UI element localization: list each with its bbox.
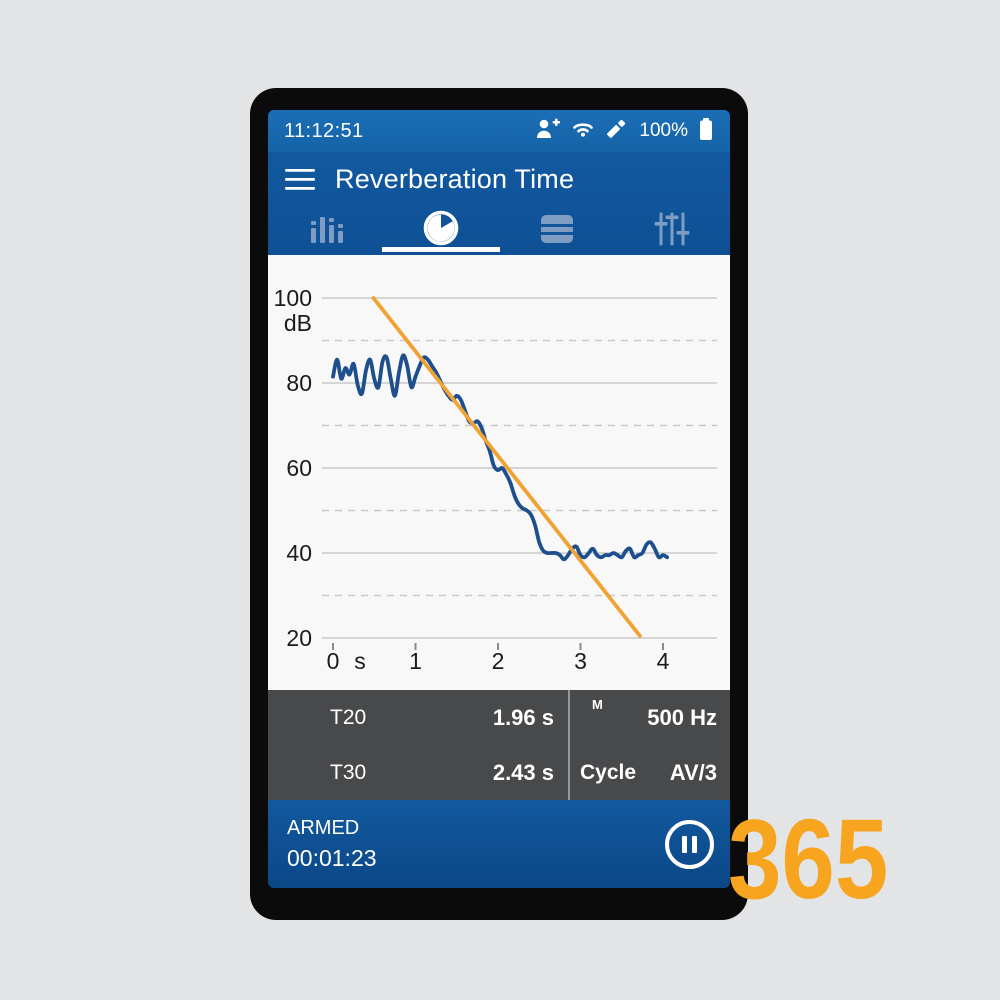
pencil-icon <box>604 116 629 146</box>
measurement-status: ARMED 00:01:23 <box>287 817 377 872</box>
svg-text:dB: dB <box>284 310 312 336</box>
panel-divider <box>568 690 570 800</box>
tab-levels[interactable] <box>268 207 384 255</box>
reverberation-times: T20 1.96 s T30 2.43 s <box>268 690 568 800</box>
pause-button[interactable] <box>665 819 714 869</box>
tab-reverberation[interactable] <box>382 207 501 256</box>
chart-area: 100 80 60 40 20 dB 0 1 2 3 4 s <box>268 255 730 690</box>
svg-text:2: 2 <box>492 648 505 674</box>
frequency-value: 500 Hz <box>647 704 717 730</box>
header-block: Reverberation Time <box>268 152 730 255</box>
sliders-icon <box>652 209 692 254</box>
status-text: ARMED <box>287 816 360 839</box>
phone-frame: 11:12:51 <box>250 88 748 920</box>
t20-value: 1.96 s <box>492 704 554 730</box>
cycle-row: Cycle AV/3 <box>570 745 730 800</box>
decay-chart: 100 80 60 40 20 dB 0 1 2 3 4 s <box>274 285 717 674</box>
pause-icon <box>692 835 697 853</box>
app-header: Reverberation Time <box>268 152 730 207</box>
t30-label: T30 <box>330 760 367 784</box>
t20-row: T20 1.96 s <box>268 690 568 745</box>
control-bar: ARMED 00:01:23 <box>268 800 730 888</box>
cycle-label: Cycle <box>580 760 637 784</box>
t20-label: T20 <box>330 705 367 729</box>
status-icons: 100% <box>535 116 714 146</box>
mode-indicator: M <box>592 697 603 712</box>
svg-text:100: 100 <box>274 285 312 311</box>
battery-icon <box>698 117 714 146</box>
active-tab-underline <box>382 247 501 252</box>
t30-row: T30 2.43 s <box>268 745 568 800</box>
decay-clock-icon <box>419 207 463 256</box>
bar-chart-icon <box>305 211 347 252</box>
hamburger-menu-icon[interactable] <box>285 168 315 191</box>
person-add-icon <box>535 118 562 145</box>
results-panel: T20 1.96 s T30 2.43 s M 500 Hz Cycle <box>268 690 730 800</box>
svg-text:40: 40 <box>286 540 312 566</box>
frequency-row: 500 Hz <box>570 690 730 745</box>
table-icon <box>538 213 576 250</box>
page-title: Reverberation Time <box>335 164 575 194</box>
brand-365-text: 365 <box>728 796 889 922</box>
svg-text:s: s <box>354 648 366 674</box>
tab-table[interactable] <box>499 207 615 255</box>
clock-text: 11:12:51 <box>284 119 364 142</box>
svg-text:80: 80 <box>286 370 312 396</box>
svg-text:20: 20 <box>286 625 312 651</box>
tab-bar <box>268 207 730 255</box>
svg-text:60: 60 <box>286 455 312 481</box>
battery-percent-text: 100% <box>639 120 688 141</box>
tab-settings[interactable] <box>615 207 731 255</box>
measurement-settings: M 500 Hz Cycle AV/3 <box>570 690 730 800</box>
phone-screen: 11:12:51 <box>268 110 730 888</box>
status-bar: 11:12:51 <box>268 110 730 152</box>
wifi-icon <box>572 120 594 142</box>
cycle-value: AV/3 <box>669 759 717 785</box>
pause-icon <box>682 835 687 853</box>
svg-text:1: 1 <box>409 648 422 674</box>
svg-text:0: 0 <box>327 648 340 674</box>
svg-text:4: 4 <box>657 648 670 674</box>
elapsed-time: 00:01:23 <box>287 844 377 871</box>
svg-text:3: 3 <box>574 648 587 674</box>
t30-value: 2.43 s <box>492 759 554 785</box>
